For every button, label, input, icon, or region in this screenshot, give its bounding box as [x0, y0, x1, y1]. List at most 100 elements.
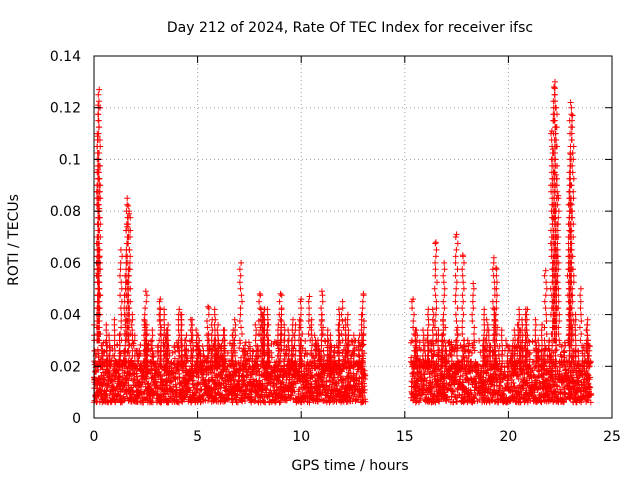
- data-point: [225, 368, 232, 375]
- data-point: [103, 327, 110, 334]
- data-point: [232, 321, 239, 328]
- data-point: [137, 361, 144, 368]
- data-point: [264, 337, 271, 344]
- data-point: [290, 316, 296, 323]
- data-points: [91, 78, 595, 406]
- data-point: [178, 316, 185, 323]
- data-point: [221, 327, 228, 334]
- data-point: [173, 384, 180, 391]
- data-point: [285, 327, 292, 334]
- data-point: [165, 321, 172, 328]
- data-point: [155, 342, 162, 349]
- data-point: [147, 383, 154, 390]
- data-point: [94, 346, 101, 353]
- data-point: [320, 374, 327, 381]
- chart-title: Day 212 of 2024, Rate Of TEC Index for r…: [167, 20, 533, 36]
- data-point: [143, 376, 150, 382]
- data-point: [111, 321, 118, 328]
- data-point: [188, 321, 195, 328]
- data-point: [350, 332, 357, 339]
- data-point: [211, 386, 218, 393]
- data-point: [532, 316, 539, 323]
- data-point: [484, 327, 491, 334]
- data-point: [532, 321, 539, 328]
- data-point: [308, 332, 315, 339]
- data-point: [172, 348, 179, 355]
- data-point: [302, 338, 309, 344]
- data-point: [264, 311, 271, 318]
- data-point: [176, 306, 183, 313]
- data-point: [176, 374, 183, 381]
- data-point: [234, 399, 241, 406]
- data-point: [168, 378, 175, 385]
- data-point: [193, 327, 200, 334]
- data-point: [126, 372, 133, 379]
- data-point: [193, 390, 200, 397]
- data-point: [277, 398, 284, 405]
- data-point: [205, 397, 211, 404]
- grid-lines: [94, 56, 612, 418]
- data-point: [137, 342, 144, 348]
- data-point: [122, 395, 128, 402]
- data-point: [523, 321, 530, 328]
- data-point: [174, 367, 181, 374]
- data-point: [122, 342, 129, 349]
- data-point: [145, 369, 151, 376]
- data-point: [335, 306, 342, 313]
- data-point: [236, 345, 243, 351]
- data-point: [161, 306, 168, 313]
- data-point: [285, 371, 292, 378]
- data-point: [161, 311, 168, 318]
- data-point: [532, 332, 539, 339]
- data-point: [323, 382, 330, 389]
- data-point: [511, 327, 518, 334]
- data-point: [178, 327, 185, 334]
- data-point: [178, 321, 185, 328]
- data-point: [327, 332, 334, 339]
- data-point: [498, 332, 505, 339]
- data-point: [218, 375, 225, 382]
- data-point: [529, 338, 536, 345]
- data-point: [103, 321, 110, 328]
- data-point: [264, 321, 271, 328]
- data-point: [274, 352, 281, 359]
- data-point: [330, 349, 337, 356]
- data-point: [292, 327, 299, 334]
- data-point: [304, 351, 311, 358]
- data-point: [532, 327, 539, 334]
- data-point: [95, 350, 102, 357]
- data-point: [187, 327, 194, 334]
- data-point: [100, 375, 107, 382]
- data-point: [481, 306, 488, 313]
- data-point: [335, 327, 342, 334]
- data-point: [265, 392, 272, 399]
- data-point: [188, 332, 195, 339]
- data-point: [211, 306, 218, 313]
- data-point: [250, 348, 257, 355]
- data-point: [221, 332, 228, 339]
- data-point: [172, 381, 179, 388]
- data-point: [201, 353, 208, 360]
- data-point: [522, 311, 529, 318]
- data-point: [231, 316, 238, 323]
- data-point: [553, 346, 560, 353]
- data-point: [258, 306, 265, 313]
- data-point: [318, 342, 325, 349]
- data-point: [263, 386, 270, 393]
- data-point: [342, 377, 348, 384]
- data-point: [187, 338, 193, 345]
- data-point: [147, 338, 154, 345]
- data-point: [94, 398, 101, 405]
- data-point: [241, 378, 248, 384]
- data-point: [290, 384, 297, 391]
- data-point: [259, 380, 266, 387]
- data-point: [285, 332, 292, 339]
- data-point: [538, 332, 545, 339]
- data-point: [232, 368, 239, 375]
- data-point: [246, 339, 252, 346]
- data-point: [584, 316, 591, 323]
- data-point: [264, 306, 271, 313]
- data-point: [335, 332, 342, 339]
- data-point: [187, 316, 194, 323]
- data-point: [296, 316, 303, 323]
